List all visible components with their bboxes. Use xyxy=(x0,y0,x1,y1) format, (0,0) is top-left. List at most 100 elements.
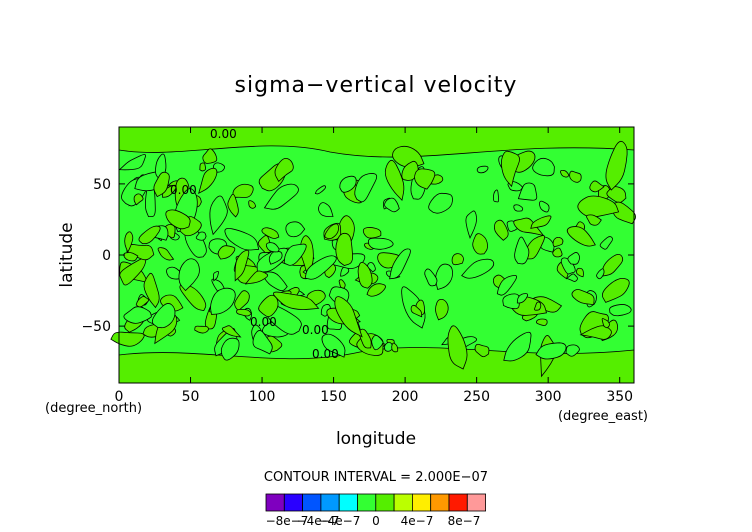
contour-blob xyxy=(371,334,384,351)
contour-blob xyxy=(576,267,584,278)
contour-blob xyxy=(202,148,218,164)
contour-blob xyxy=(517,182,538,201)
contour-blob xyxy=(210,287,236,315)
contour-blob xyxy=(124,231,134,253)
contour-labels: 0.00 0.00 0.00 0.00 0.00 xyxy=(170,127,339,361)
x-tick-label: 100 xyxy=(249,389,276,405)
contour-blob xyxy=(596,268,605,280)
contour-blob xyxy=(178,258,200,292)
contour-blob xyxy=(227,193,239,218)
colorbar-tick-label: 8e−7 xyxy=(448,514,481,528)
x-axis-label: longitude xyxy=(336,429,416,449)
colorbar-tick-label: −8e−7 xyxy=(266,514,309,528)
contour-blob xyxy=(221,325,242,338)
contour-blob xyxy=(165,209,191,230)
colorbar-cell xyxy=(302,493,322,512)
contour-blob xyxy=(194,325,209,334)
contour-blob xyxy=(474,343,490,358)
contour-blob xyxy=(234,249,250,282)
contour-blob xyxy=(362,227,382,239)
contour-blob xyxy=(368,237,394,250)
contour-blob xyxy=(338,279,346,289)
contour-blob xyxy=(339,175,357,193)
contour-blob xyxy=(143,272,160,309)
colorbar-cell xyxy=(357,493,377,512)
contour-blob xyxy=(273,291,320,310)
contour-blob xyxy=(530,215,552,229)
contour-blob xyxy=(606,186,627,203)
contour-blob xyxy=(123,252,139,262)
contour-blob xyxy=(244,270,269,285)
contour-blob xyxy=(571,289,595,306)
contour-blob xyxy=(199,162,207,172)
contour-blob xyxy=(589,180,605,193)
contour-blob xyxy=(496,274,518,296)
contour-blob xyxy=(157,247,175,261)
contour-blob xyxy=(263,183,299,210)
contour-blob xyxy=(220,337,240,361)
contour-blob xyxy=(502,293,520,310)
colorbar-cell xyxy=(283,493,303,512)
chart-title: sigma−vertical velocity xyxy=(235,73,518,98)
contour-label: 0.00 xyxy=(250,315,277,329)
colorbar-tick-label: 4e−7 xyxy=(401,514,434,528)
contour-blob xyxy=(601,318,610,329)
plot-area: 0.00 0.00 0.00 0.00 0.00 xyxy=(110,126,636,384)
contour-blob xyxy=(285,221,306,238)
contour-blob xyxy=(514,236,530,265)
contour-blob xyxy=(217,245,236,260)
x-tick-label: 300 xyxy=(535,389,562,405)
contour-blob xyxy=(560,257,576,275)
contour-blob xyxy=(248,200,257,209)
contour-blob xyxy=(334,296,363,338)
x-tick-label: 150 xyxy=(320,389,347,405)
contour-blob xyxy=(435,298,449,321)
contour-blob xyxy=(410,304,423,318)
contour-blob xyxy=(513,217,545,237)
contour-blob xyxy=(599,236,613,250)
contour-blob xyxy=(492,189,500,203)
contour-label: 0.00 xyxy=(210,127,237,141)
contour-blob xyxy=(252,330,273,355)
y-tick-label: 0 xyxy=(102,248,111,264)
contour-blob xyxy=(586,214,602,226)
colorbar xyxy=(265,493,486,512)
contour-blob xyxy=(384,341,394,352)
contour-blob xyxy=(261,227,280,239)
contour-blob xyxy=(451,253,464,266)
contour-blob xyxy=(283,243,307,266)
contour-blob xyxy=(304,255,337,280)
contour-blob xyxy=(384,159,405,202)
contour-blob xyxy=(391,342,399,353)
contour-blob xyxy=(232,183,254,198)
contour-blob xyxy=(262,271,288,292)
contour-blob xyxy=(567,252,580,265)
x-tick-label: 350 xyxy=(606,389,633,405)
contour-blob xyxy=(566,226,596,247)
contour-blob xyxy=(516,293,529,304)
contour-blob xyxy=(534,301,542,311)
contour-blob xyxy=(447,325,468,370)
contour-blobs xyxy=(110,126,636,384)
contour-label: 0.00 xyxy=(312,347,339,361)
contour-blob xyxy=(258,294,279,318)
contour-blob xyxy=(321,333,346,358)
colorbar-cell xyxy=(393,493,413,512)
contour-blob xyxy=(503,331,532,362)
contour-blob xyxy=(118,154,147,171)
contour-blob xyxy=(461,258,495,279)
contour-blob xyxy=(566,273,578,282)
contour-blob xyxy=(552,236,564,247)
contour-blob xyxy=(318,202,334,218)
contour-blob xyxy=(513,204,524,212)
colorbar-tick-label: −4e−7 xyxy=(318,514,361,528)
contour-blob xyxy=(539,200,550,213)
contour-blob xyxy=(198,167,218,194)
contour-blob xyxy=(274,157,294,183)
contour-blob xyxy=(335,232,354,266)
colorbar-tick-label: 0 xyxy=(372,514,380,528)
x-axis: 0 50 100 150 200 250 300 350 xyxy=(115,127,633,405)
contour-blob xyxy=(569,170,582,183)
contour-blob xyxy=(414,168,436,190)
